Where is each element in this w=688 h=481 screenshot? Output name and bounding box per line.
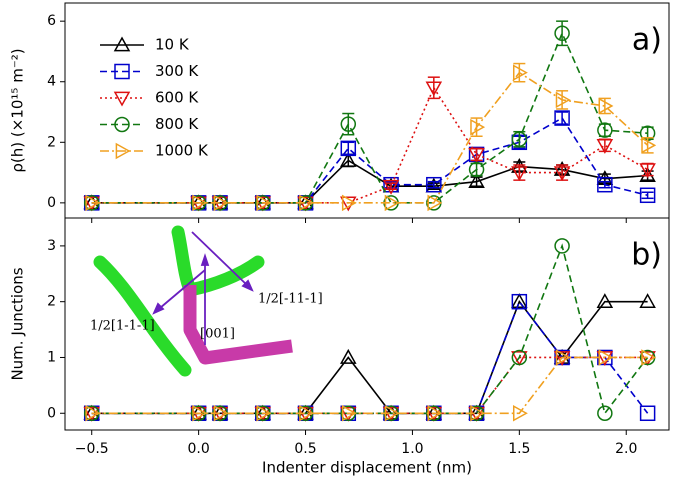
marker xyxy=(256,194,272,212)
y-tick-label: 4 xyxy=(47,74,56,90)
marker xyxy=(553,166,571,182)
marker xyxy=(554,238,570,254)
marker xyxy=(597,405,613,422)
marker xyxy=(340,348,357,364)
y-tick-label: 3 xyxy=(47,238,56,254)
marker xyxy=(340,116,357,132)
inset-annotation: 1/2[1-1-1] xyxy=(90,319,155,334)
legend-marker xyxy=(114,63,130,80)
marker xyxy=(639,405,656,422)
marker xyxy=(511,293,528,309)
marker xyxy=(85,194,101,212)
marker xyxy=(639,163,656,179)
marker xyxy=(639,187,656,204)
marker xyxy=(468,161,485,178)
marker xyxy=(511,293,528,310)
marker xyxy=(299,404,315,422)
marker xyxy=(384,194,400,212)
inset-annotation: [001] xyxy=(200,327,235,342)
marker xyxy=(425,81,443,97)
marker xyxy=(470,118,486,136)
marker xyxy=(596,138,614,154)
marker xyxy=(598,97,614,115)
marker xyxy=(555,91,571,109)
x-tick-label: 1.0 xyxy=(401,441,423,457)
marker xyxy=(341,194,357,212)
y-tick-label: 0 xyxy=(47,405,56,421)
series-line xyxy=(91,243,649,416)
marker xyxy=(641,349,657,366)
inset-annotation: 1/2[-11-1] xyxy=(258,292,323,307)
y-tick-label: 2 xyxy=(47,294,56,310)
x-tick-label: 2.0 xyxy=(615,441,637,457)
marker xyxy=(512,404,528,422)
marker xyxy=(597,176,613,193)
marker xyxy=(511,351,528,367)
marker xyxy=(596,293,614,309)
legend-marker xyxy=(113,36,131,52)
legend-label: 1000 K xyxy=(155,142,209,160)
y-tick-label: 1 xyxy=(47,349,56,365)
marker xyxy=(427,194,443,212)
inset-image xyxy=(93,225,293,377)
legend-label: 10 K xyxy=(155,36,190,54)
x-tick-label: −0.5 xyxy=(75,441,109,457)
marker xyxy=(639,293,656,309)
marker xyxy=(192,194,208,212)
legend-marker xyxy=(115,142,131,160)
marker xyxy=(468,173,485,189)
panel-label: a) xyxy=(632,23,662,58)
legend-label: 800 K xyxy=(155,115,199,133)
marker xyxy=(256,404,272,422)
marker xyxy=(213,194,229,212)
legend-label: 300 K xyxy=(155,62,199,80)
marker xyxy=(213,404,229,422)
y-axis-label: ρ(h) (×10¹⁵ m⁻²) xyxy=(9,48,27,172)
marker xyxy=(554,110,570,126)
marker xyxy=(427,404,443,422)
marker xyxy=(555,349,571,366)
y-axis-label: Num. Junctions xyxy=(9,267,27,380)
marker xyxy=(470,404,486,422)
x-tick-label: 0.0 xyxy=(187,441,209,457)
panel-label: b) xyxy=(631,238,662,273)
marker xyxy=(384,404,400,422)
marker xyxy=(554,25,570,42)
marker xyxy=(340,151,357,167)
y-tick-label: 0 xyxy=(47,195,56,211)
marker xyxy=(341,404,357,422)
marker xyxy=(511,131,528,148)
marker xyxy=(382,179,400,195)
marker xyxy=(299,194,315,212)
marker xyxy=(512,64,528,81)
y-tick-label: 6 xyxy=(47,13,56,29)
marker xyxy=(426,176,442,193)
marker xyxy=(192,404,208,422)
series-line xyxy=(91,356,648,415)
legend-label: 600 K xyxy=(155,89,199,107)
x-tick-label: 1.5 xyxy=(508,441,530,457)
legend-marker xyxy=(113,91,131,107)
legend-marker xyxy=(114,116,130,133)
x-axis-label: Indenter displacement (nm) xyxy=(262,459,472,477)
marker xyxy=(85,404,101,422)
marker xyxy=(340,140,357,157)
marker xyxy=(511,166,528,182)
marker xyxy=(598,349,614,366)
marker xyxy=(597,122,613,138)
plot-frame xyxy=(64,217,670,431)
x-tick-label: 0.5 xyxy=(294,441,316,457)
marker xyxy=(468,148,485,163)
marker xyxy=(511,349,528,366)
marker xyxy=(641,137,657,154)
y-tick-label: 2 xyxy=(47,134,56,150)
